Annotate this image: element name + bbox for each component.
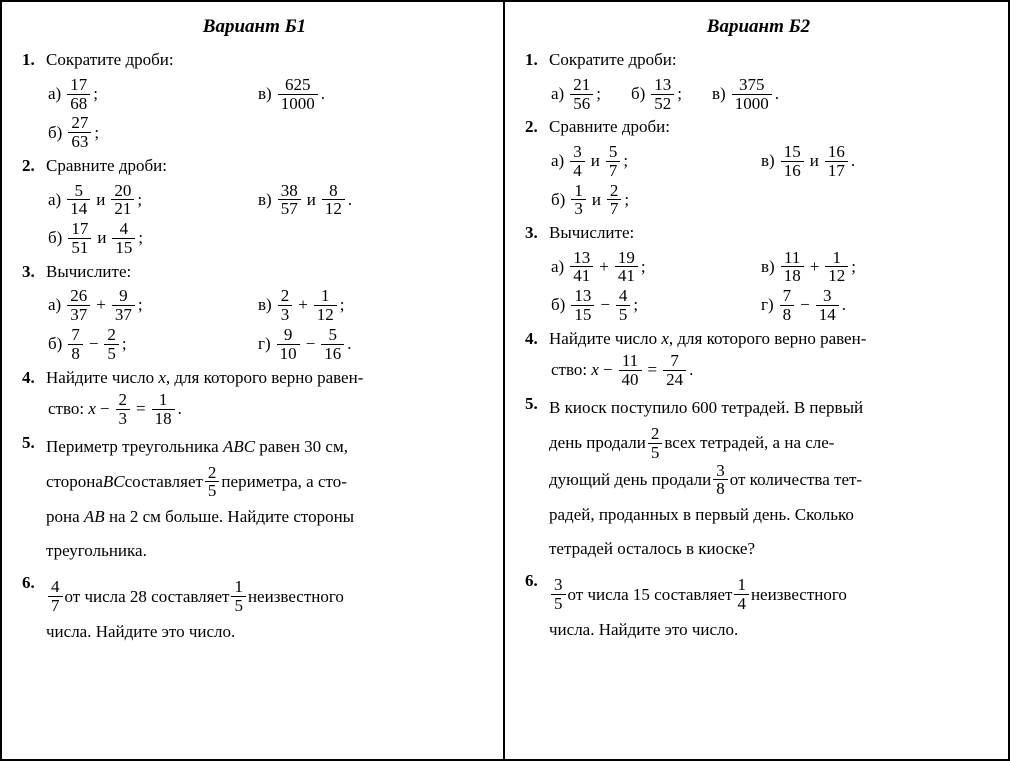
variant-b2-column: Вариант Б2 1. Сократите дроби: а) 2156 ;… xyxy=(505,2,1008,759)
problem-1: 1. Сократите дроби: xyxy=(525,47,992,73)
punct: ; xyxy=(93,81,98,107)
sub-label: а) xyxy=(48,187,61,213)
problem-1: 1. Сократите дроби: xyxy=(22,47,487,73)
fraction: 1768 xyxy=(67,76,90,113)
sub-label: б) xyxy=(48,120,62,146)
problem-5: 5. Периметр треугольника ABC равен 30 см… xyxy=(22,430,487,569)
problem-number: 1. xyxy=(22,47,42,73)
fraction: 2763 xyxy=(68,114,91,151)
variant-title: Вариант Б2 xyxy=(525,12,992,41)
sub-label: б) xyxy=(48,225,62,251)
problem-3-subs: а) 2637 + 937 ; в) 23 + 112 ; б) 78 xyxy=(48,287,487,362)
problem-1-subs: а) 1768 ; в) 6251000 . б) 2763 ; xyxy=(48,76,487,151)
problem-2: 2. Сравните дроби: xyxy=(525,114,992,140)
fraction: 6251000 xyxy=(278,76,318,113)
problem-6: 6. 35 от числа 15 составляет 14 неизвест… xyxy=(525,568,992,647)
problem-3: 3. Вычислите: xyxy=(22,259,487,285)
variant-title: Вариант Б1 xyxy=(22,12,487,41)
problem-2: 2. Сравните дроби: xyxy=(22,153,487,179)
punct: . xyxy=(321,81,325,107)
problem-number: 2. xyxy=(22,153,42,179)
sub-label: а) xyxy=(48,81,61,107)
punct: ; xyxy=(94,120,99,146)
problem-4: 4. Найдите число x, для которого верно р… xyxy=(525,326,992,352)
problem-number: 3. xyxy=(22,259,42,285)
problem-2-subs: а) 514 и 2021 ; в) 3857 и 812 . б) 1751 xyxy=(48,182,487,257)
problem-6: 6. 47 от числа 28 составляет 15 неизвест… xyxy=(22,570,487,649)
problem-text: Вычислите: xyxy=(46,259,487,285)
sub-label: в) xyxy=(258,81,272,107)
variant-b1-column: Вариант Б1 1. Сократите дроби: а) 1768 ;… xyxy=(2,2,505,759)
problem-text: Сократите дроби: xyxy=(46,47,487,73)
problem-5: 5. В киоск поступило 600 тетрадей. В пер… xyxy=(525,391,992,566)
problem-3: 3. Вычислите: xyxy=(525,220,992,246)
sub-label: в) xyxy=(258,187,272,213)
problem-4: 4. Найдите число x, для которого верно р… xyxy=(22,365,487,391)
problem-text: Сравните дроби: xyxy=(46,153,487,179)
worksheet-page: Вариант Б1 1. Сократите дроби: а) 1768 ;… xyxy=(0,0,1010,761)
